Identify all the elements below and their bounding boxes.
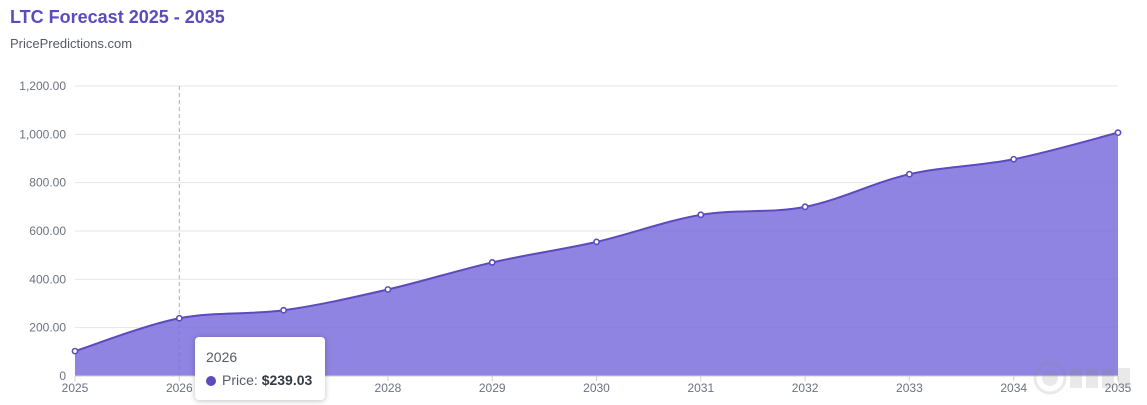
data-point[interactable] [1114,129,1122,137]
x-tick-label: 2026 [166,381,193,395]
watermark-logo [1033,361,1130,395]
chart-subtitle: PricePredictions.com [10,36,133,51]
y-tick-label: 200.00 [29,321,66,335]
y-tick-label: 800.00 [29,176,66,190]
y-tick-label: 400.00 [29,272,66,286]
data-point[interactable] [175,314,183,322]
x-tick-label: 2032 [792,381,819,395]
x-tick-label: 2031 [687,381,714,395]
x-tick-label: 2034 [1000,381,1027,395]
data-point[interactable] [1010,155,1018,163]
area-fill [75,132,1118,376]
y-tick-label: 0 [59,369,66,383]
y-tick-label: 1,000.00 [19,127,66,141]
data-points[interactable] [71,129,1122,355]
chart-title: LTC Forecast 2025 - 2035 [10,7,225,27]
x-tick-label: 2029 [479,381,506,395]
data-point[interactable] [71,347,79,355]
data-point[interactable] [801,203,809,211]
data-point[interactable] [593,238,600,246]
x-tick-label: 2025 [62,381,89,395]
tooltip-row: Price: $239.03 [206,372,312,388]
data-point[interactable] [384,286,392,293]
y-tick-label: 600.00 [29,224,66,238]
x-tick-label: 2030 [583,381,610,395]
data-point[interactable] [280,306,287,314]
x-tick-label: 2028 [375,381,402,395]
tooltip-series-label: Price: [222,372,258,388]
y-tick-label: 1,200.00 [19,79,66,93]
axes: 0 200.00 400.00 600.00 800.00 1,000.00 1,200.0… [19,79,1131,395]
tooltip-x-label: 2026 [206,349,238,365]
chart-tooltip: 2026 Price: $239.03 [195,337,325,400]
data-point[interactable] [906,170,913,178]
x-tick-label: 2033 [896,381,923,395]
x-tick-label: 2035 [1105,381,1132,395]
tooltip-value: $239.03 [261,372,313,388]
data-point[interactable] [697,211,705,219]
series-color-dot [206,376,216,386]
data-point[interactable] [488,259,496,266]
